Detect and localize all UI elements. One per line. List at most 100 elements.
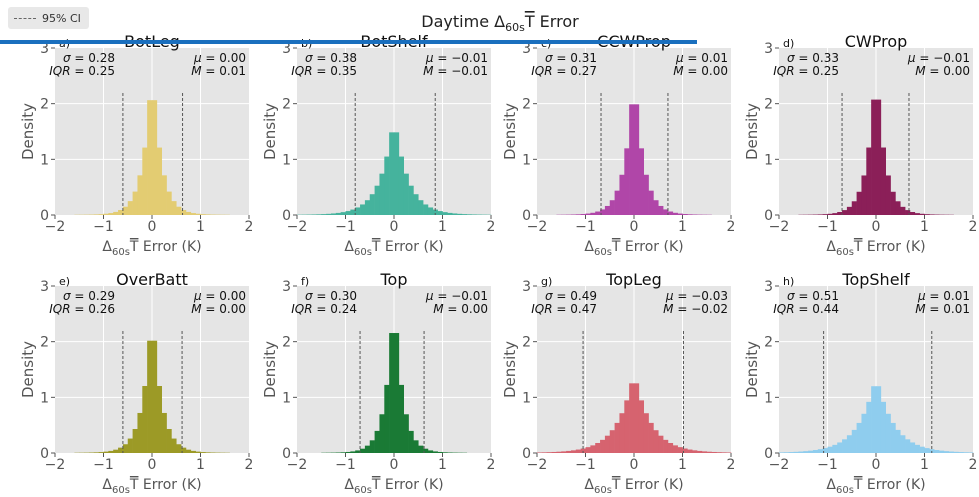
x-tick-label: −2 <box>527 457 548 473</box>
histogram-bar <box>585 447 591 453</box>
x-label-subscript: 60s <box>112 247 130 258</box>
histogram-bar <box>638 400 644 453</box>
histogram-bar <box>384 156 390 215</box>
mu-stat-symbol: μ <box>675 51 684 65</box>
histogram-bar <box>570 450 577 453</box>
histogram-bar <box>171 438 177 453</box>
median-stat-value: = 0.00 <box>202 302 246 316</box>
y-axis-label: Density <box>743 341 761 398</box>
sigma-stat-symbol: σ <box>305 51 313 65</box>
histogram-bar <box>205 214 211 215</box>
y-tick-label: 2 <box>282 335 291 351</box>
mu-stat-symbol: μ <box>425 289 434 303</box>
y-axis-label: Density <box>261 341 279 398</box>
panel-topshelf: −2 −1 0 1 2 0 1 2 3 Density Δ60sT Error (K) TopShel… <box>743 270 977 496</box>
median-stat-symbol: M <box>663 302 674 316</box>
histogram-bar <box>890 422 896 453</box>
histogram-bar <box>604 435 611 453</box>
legend: 95% CI <box>8 7 89 29</box>
median-stat-symbol: M <box>915 302 926 316</box>
iqr-stat: IQR = 0.44 <box>773 302 839 316</box>
sigma-stat-symbol: σ <box>545 51 553 65</box>
median-stat-symbol: M <box>191 302 202 316</box>
sigma-stat-value: = 0.33 <box>795 51 839 65</box>
x-label-prefix: Δ <box>826 239 836 255</box>
histogram-bar <box>885 413 891 453</box>
histogram-bar <box>595 442 601 453</box>
mu-stat: μ = 0.00 <box>193 51 246 65</box>
histogram-bar <box>355 207 361 215</box>
sigma-stat: σ = 0.30 <box>305 289 357 303</box>
histogram-bar <box>600 439 606 453</box>
x-tick-label: −1 <box>93 457 114 473</box>
mu-stat-symbol: μ <box>193 289 202 303</box>
x-tick-label: −2 <box>45 219 66 235</box>
histogram-bar <box>798 451 804 453</box>
y-tick-label: 3 <box>522 41 531 57</box>
histogram-bar <box>93 452 99 453</box>
iqr-stat: IQR = 0.27 <box>531 64 597 78</box>
histogram-bar <box>103 451 109 453</box>
y-tick-label: 3 <box>40 41 49 57</box>
panel-letter: f) <box>301 275 309 288</box>
histogram-bar <box>643 174 649 215</box>
histogram-bar <box>137 175 143 215</box>
y-tick-label: 1 <box>522 152 531 168</box>
x-label-suffix: Error (K) <box>620 239 683 255</box>
median-stat-value: = 0.00 <box>926 64 970 78</box>
histogram-bar <box>658 435 664 453</box>
median-stat: M = 0.00 <box>673 64 728 78</box>
histogram-bar <box>374 430 380 453</box>
histogram-bar <box>919 213 925 215</box>
histogram-bar <box>629 383 635 453</box>
histogram-bar <box>934 450 940 453</box>
mu-stat: μ = 0.00 <box>193 289 246 303</box>
histogram-bar <box>634 104 640 215</box>
sigma-stat: σ = 0.49 <box>545 289 597 303</box>
x-tick-label: 2 <box>245 457 254 473</box>
x-tick-label: −2 <box>527 219 548 235</box>
x-axis-label: Δ60sT Error (K) <box>102 477 201 496</box>
y-tick-label: 2 <box>764 97 773 113</box>
mu-stat: μ = −0.01 <box>425 289 488 303</box>
histogram-bar <box>423 204 429 215</box>
x-axis-label: Δ60sT Error (K) <box>344 239 443 258</box>
sigma-stat-symbol: σ <box>787 289 795 303</box>
y-tick-label: 0 <box>522 208 531 224</box>
x-axis-label: Δ60sT Error (K) <box>584 239 683 258</box>
histogram-bar <box>842 439 848 453</box>
x-tick-label: 1 <box>438 219 447 235</box>
histogram-bar <box>580 448 586 453</box>
x-label-variable: T <box>611 239 621 255</box>
histogram-bar <box>783 452 789 453</box>
histogram-bar <box>418 445 424 453</box>
histogram-bar <box>185 211 192 215</box>
y-tick-label: 0 <box>40 208 49 224</box>
iqr-stat: IQR = 0.47 <box>531 302 597 316</box>
iqr-stat-symbol: IQR <box>773 64 794 78</box>
x-tick-label: 1 <box>196 219 205 235</box>
y-tick-label: 1 <box>764 152 773 168</box>
y-tick-label: 2 <box>522 335 531 351</box>
y-tick-label: 1 <box>40 390 49 406</box>
y-axis-label: Density <box>743 103 761 160</box>
x-label-subscript: 60s <box>594 247 612 258</box>
histogram-bar <box>851 429 857 453</box>
y-axis-label: Density <box>19 103 37 160</box>
panel-title: Top <box>380 270 408 289</box>
histogram-bar <box>340 452 346 453</box>
histogram-bar <box>600 209 606 215</box>
histogram-bar <box>471 214 477 215</box>
histogram-bar <box>861 175 867 215</box>
histogram-bar <box>682 448 688 453</box>
histogram-bar <box>653 200 659 215</box>
histogram-bar <box>355 450 361 453</box>
x-label-suffix: Error (K) <box>862 239 925 255</box>
y-tick-label: 0 <box>40 446 49 462</box>
histogram-bar <box>948 451 954 453</box>
title-underline-bar <box>0 40 697 44</box>
histogram-bar <box>156 386 162 453</box>
histogram-bar <box>900 435 906 453</box>
histogram-bar <box>905 210 911 215</box>
